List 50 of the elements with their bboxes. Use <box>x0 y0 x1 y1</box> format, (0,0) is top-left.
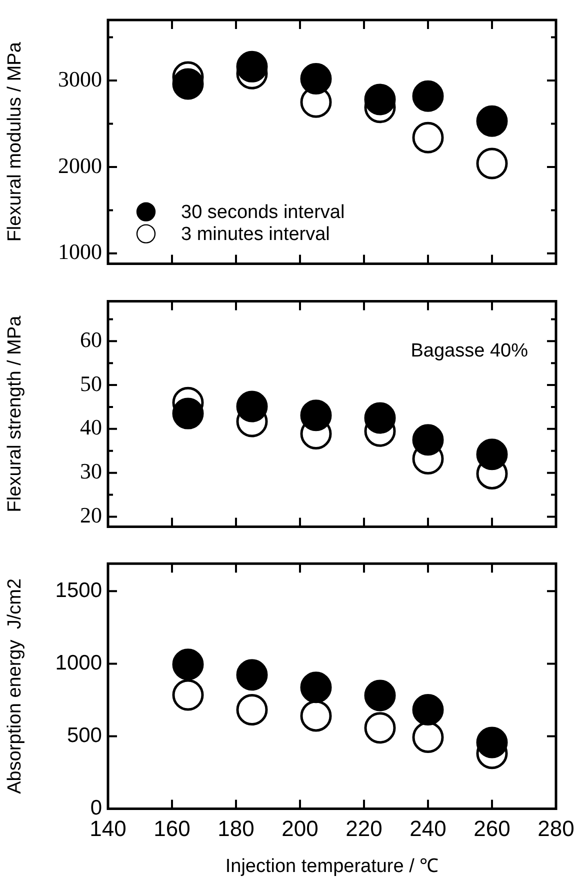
point <box>412 694 444 726</box>
point <box>412 80 444 112</box>
point <box>236 390 268 422</box>
point <box>476 105 508 137</box>
y-axis-title: Flexural strength / MPa <box>4 315 26 512</box>
point <box>412 722 444 754</box>
y-tick-label: 40 <box>80 414 102 440</box>
point <box>364 84 396 116</box>
x-axis-title: Injection temperature / ℃ <box>225 856 439 877</box>
point <box>300 63 332 95</box>
point <box>412 424 444 456</box>
y-tick-label: 30 <box>80 458 102 484</box>
legend-label: 3 minutes interval <box>181 224 330 246</box>
y-tick-label: 3000 <box>58 66 102 92</box>
x-tick-label: 200 <box>282 816 318 842</box>
y-axis-title: Flexural modulus / MPa <box>4 42 26 242</box>
point <box>476 726 508 758</box>
point <box>172 679 204 711</box>
x-tick-label: 260 <box>474 816 510 842</box>
y-tick-label: 1500 <box>55 578 102 602</box>
y-tick-label: 1000 <box>58 239 102 264</box>
annotation: Bagasse 40% <box>410 340 528 362</box>
point <box>236 659 268 691</box>
point <box>172 648 204 680</box>
x-tick-label: 220 <box>346 816 382 842</box>
point <box>476 438 508 470</box>
x-tick-label: 160 <box>154 816 190 842</box>
y-tick-label: 50 <box>80 370 102 396</box>
point <box>412 122 444 154</box>
y-tick-label: 20 <box>80 502 102 528</box>
y-tick-label: 60 <box>80 326 102 352</box>
x-tick-label: 180 <box>218 816 254 842</box>
point <box>300 700 332 732</box>
point <box>364 680 396 712</box>
point <box>172 68 204 100</box>
point <box>236 694 268 726</box>
x-tick-label: 280 <box>538 816 574 842</box>
point <box>476 148 508 180</box>
point <box>300 400 332 432</box>
legend-label: 30 seconds interval <box>181 202 345 224</box>
point <box>364 712 396 744</box>
point <box>172 398 204 430</box>
point <box>236 50 268 82</box>
x-tick-label: 240 <box>410 816 446 842</box>
y-tick-label: 500 <box>66 724 102 748</box>
y-tick-label: 1000 <box>55 652 102 675</box>
y-axis-title: Absorption energy J/cm2 <box>4 578 26 794</box>
y-tick-label: 2000 <box>58 152 102 178</box>
point <box>300 672 332 704</box>
point <box>364 402 396 434</box>
